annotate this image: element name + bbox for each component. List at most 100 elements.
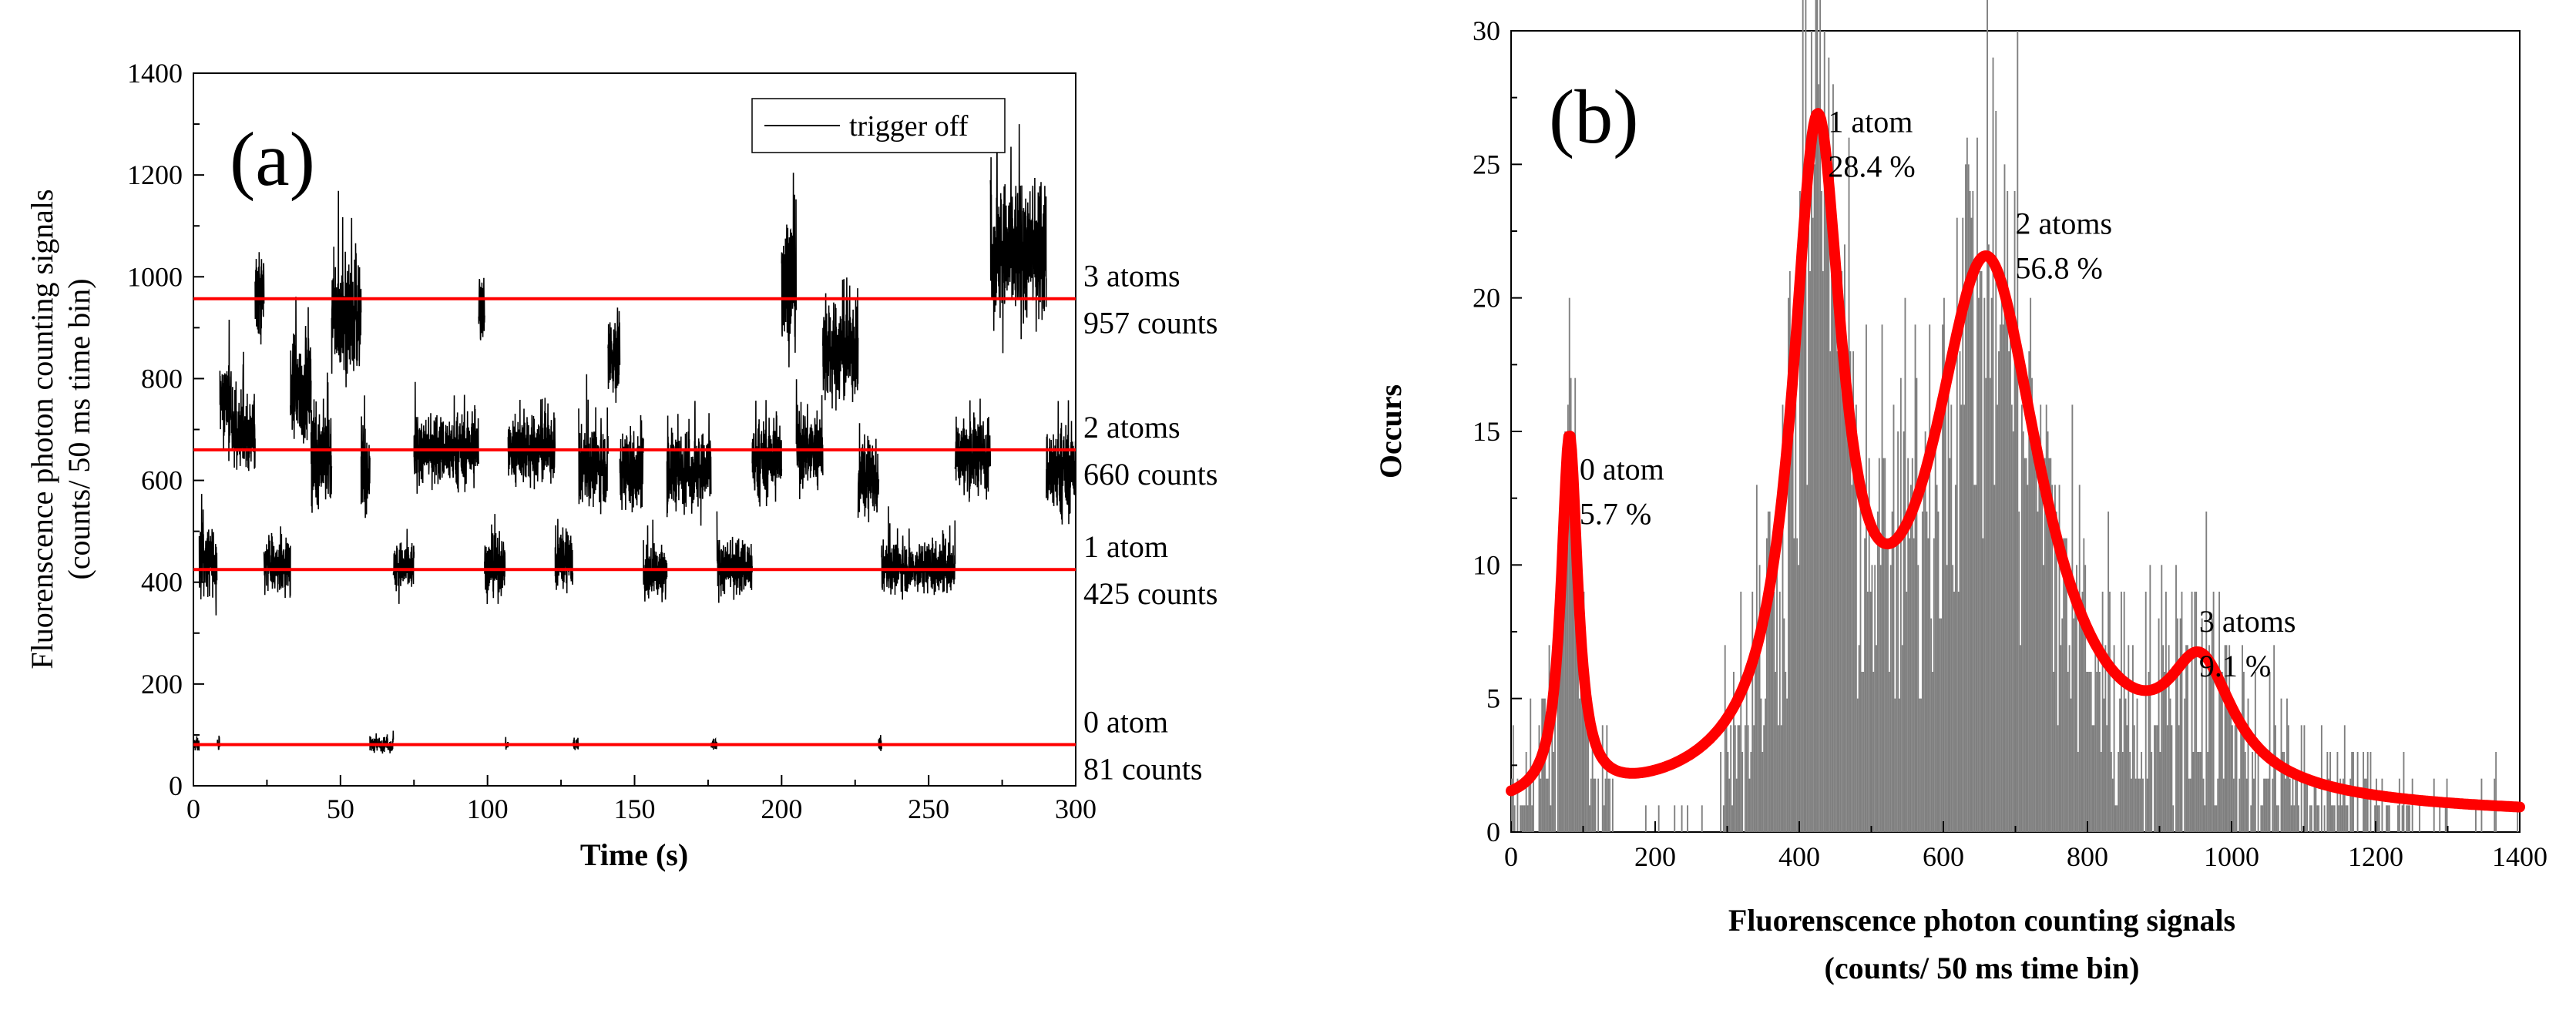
- y-tick-label: 0: [169, 770, 183, 801]
- histogram-bar: [1897, 431, 1899, 832]
- histogram-bar: [1788, 271, 1791, 832]
- histogram-bar: [1864, 538, 1866, 832]
- histogram-bar: [2032, 431, 2034, 832]
- histogram-bar: [1893, 404, 1895, 832]
- histogram-bar: [2148, 672, 2150, 832]
- y-tick-label: 20: [1473, 283, 1500, 314]
- histogram-bar: [2306, 778, 2309, 832]
- histogram-bar: [2439, 805, 2441, 832]
- histogram-bar: [1786, 698, 1788, 832]
- histogram-bar: [1758, 565, 1761, 832]
- histogram-bar: [2265, 778, 2266, 832]
- trace-segment: [578, 374, 609, 515]
- histogram-bar: [2184, 698, 2186, 832]
- trace-segment: [263, 526, 291, 599]
- histogram-bar: [2401, 805, 2403, 832]
- x-tick-label: 1400: [2492, 841, 2547, 872]
- histogram-bar: [1975, 485, 1977, 832]
- histogram-bar: [1798, 565, 1799, 832]
- histogram-bar: [2113, 645, 2115, 832]
- histogram-bar: [1930, 618, 1933, 832]
- histogram-bar: [1560, 565, 1562, 832]
- histogram-bar: [2495, 752, 2497, 832]
- histogram-bar: [1909, 538, 1910, 832]
- histogram-bar: [1835, 324, 1837, 832]
- histogram-bar: [1927, 538, 1929, 832]
- histogram-bar: [2227, 698, 2229, 832]
- histogram-bar: [1780, 725, 1782, 832]
- histogram-bar: [2077, 752, 2079, 832]
- histogram-bar: [1727, 752, 1729, 832]
- histogram-bar: [2068, 645, 2071, 832]
- histogram-bar: [2207, 752, 2209, 832]
- x-tick-label: 200: [1634, 841, 1676, 872]
- histogram-bar: [2141, 752, 2143, 832]
- histogram-bar: [2250, 805, 2252, 832]
- histogram-bar: [1790, 404, 1792, 832]
- histogram-bar: [2374, 805, 2376, 832]
- histogram-bar: [2225, 645, 2228, 832]
- histogram-bar: [2100, 752, 2102, 832]
- histogram-bar: [2267, 778, 2269, 832]
- histogram-bar: [2217, 778, 2219, 832]
- histogram-bar: [1701, 805, 1703, 832]
- histogram-bar: [1806, 485, 1809, 832]
- histogram-bar: [1934, 431, 1936, 832]
- histogram-bar: [2517, 805, 2519, 832]
- histogram-bar: [1833, 244, 1835, 832]
- histogram-bar: [2015, 351, 2017, 832]
- histogram-bar: [2010, 404, 2013, 832]
- histogram-bar: [2188, 778, 2190, 832]
- histogram-bar: [1992, 57, 1994, 832]
- histogram-bar: [2475, 805, 2477, 832]
- histogram-bar: [1977, 137, 1978, 832]
- histogram-bar: [2119, 698, 2121, 832]
- histogram-bar: [2398, 778, 2400, 832]
- histogram-bar: [2116, 805, 2118, 832]
- histogram-bar: [2240, 725, 2242, 832]
- histogram-bar: [1921, 512, 1923, 832]
- histogram-bar: [2045, 404, 2047, 832]
- y-tick-label: 5: [1486, 683, 1500, 714]
- fit-curve: [1506, 108, 2525, 813]
- histogram-bar: [1538, 725, 1540, 832]
- histogram-bar: [1815, 0, 1817, 832]
- histogram-bar: [2074, 592, 2077, 832]
- histogram-bar: [1775, 672, 1777, 832]
- level-label: 2 atoms: [1083, 410, 1181, 445]
- histogram-bar: [1525, 752, 1527, 832]
- histogram-bar: [1657, 805, 1660, 832]
- histogram-bar: [2220, 672, 2222, 832]
- histogram-bar: [2110, 752, 2112, 832]
- histogram-bar: [1740, 592, 1742, 832]
- histogram-bar: [1911, 458, 1913, 832]
- histogram-bar: [1881, 324, 1883, 832]
- level-count: 660 counts: [1083, 457, 1217, 492]
- histogram-bar: [2136, 698, 2138, 832]
- histogram-bar: [1858, 645, 1860, 832]
- histogram-bar: [2329, 752, 2332, 832]
- histogram-bar: [2124, 698, 2127, 832]
- histogram-bar: [2315, 778, 2317, 832]
- histogram-bar: [1997, 404, 1999, 832]
- histogram-bar: [2346, 805, 2349, 832]
- x-tick-label: 200: [761, 794, 802, 824]
- histogram-bar: [2057, 725, 2059, 832]
- histogram-bar: [1773, 592, 1775, 832]
- histogram-bar: [1735, 778, 1738, 832]
- histogram-bar: [1990, 297, 1993, 833]
- histogram-bar: [2080, 618, 2082, 832]
- histogram-bar: [2088, 672, 2091, 832]
- histogram-bar: [2133, 725, 2135, 832]
- x-tick-label: 300: [1055, 794, 1097, 824]
- histogram-bar: [2341, 805, 2343, 832]
- histogram-bar: [2333, 805, 2336, 832]
- histogram-bar: [1765, 538, 1768, 832]
- histogram-bar: [1606, 725, 1608, 832]
- histogram-bar: [1554, 672, 1556, 832]
- histogram-bar: [2139, 778, 2141, 832]
- histogram-bar: [1862, 672, 1865, 832]
- histogram-bar: [1511, 778, 1513, 832]
- histogram-bar: [1738, 725, 1741, 832]
- histogram-bar: [2365, 778, 2367, 832]
